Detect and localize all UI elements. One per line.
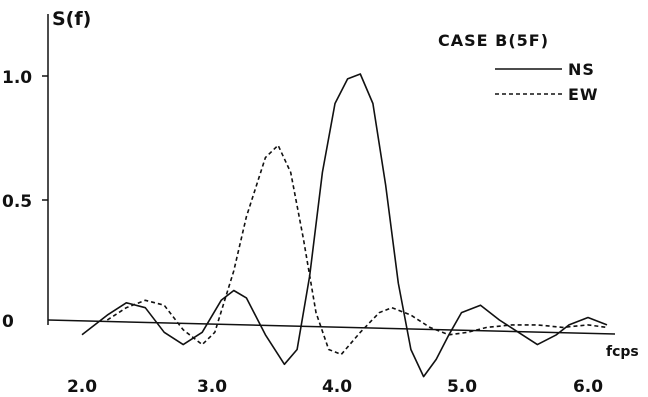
y-tick-label-05: 0.5 xyxy=(2,192,32,212)
y-tick-label-1: 1.0 xyxy=(2,68,32,88)
legend-title: CASE B(5F) xyxy=(438,31,549,50)
legend-label-ew: EW xyxy=(568,85,599,104)
x-axis xyxy=(47,319,616,335)
y-axis-label: S(f) xyxy=(52,8,91,30)
y-tick-label-0: 0 xyxy=(2,312,14,332)
series-layer xyxy=(81,73,608,378)
series-line-ew xyxy=(106,144,608,356)
x-axis-label: fcps xyxy=(606,344,639,360)
x-tick-label-3: 3.0 xyxy=(197,377,227,397)
x-tick-label-5: 5.0 xyxy=(447,377,477,397)
legend-label-ns: NS xyxy=(568,60,595,79)
x-tick-label-6: 6.0 xyxy=(573,377,603,397)
series-line-ns xyxy=(81,73,608,378)
x-tick-label-4: 4.0 xyxy=(322,377,352,397)
x-tick-label-2: 2.0 xyxy=(67,377,97,397)
